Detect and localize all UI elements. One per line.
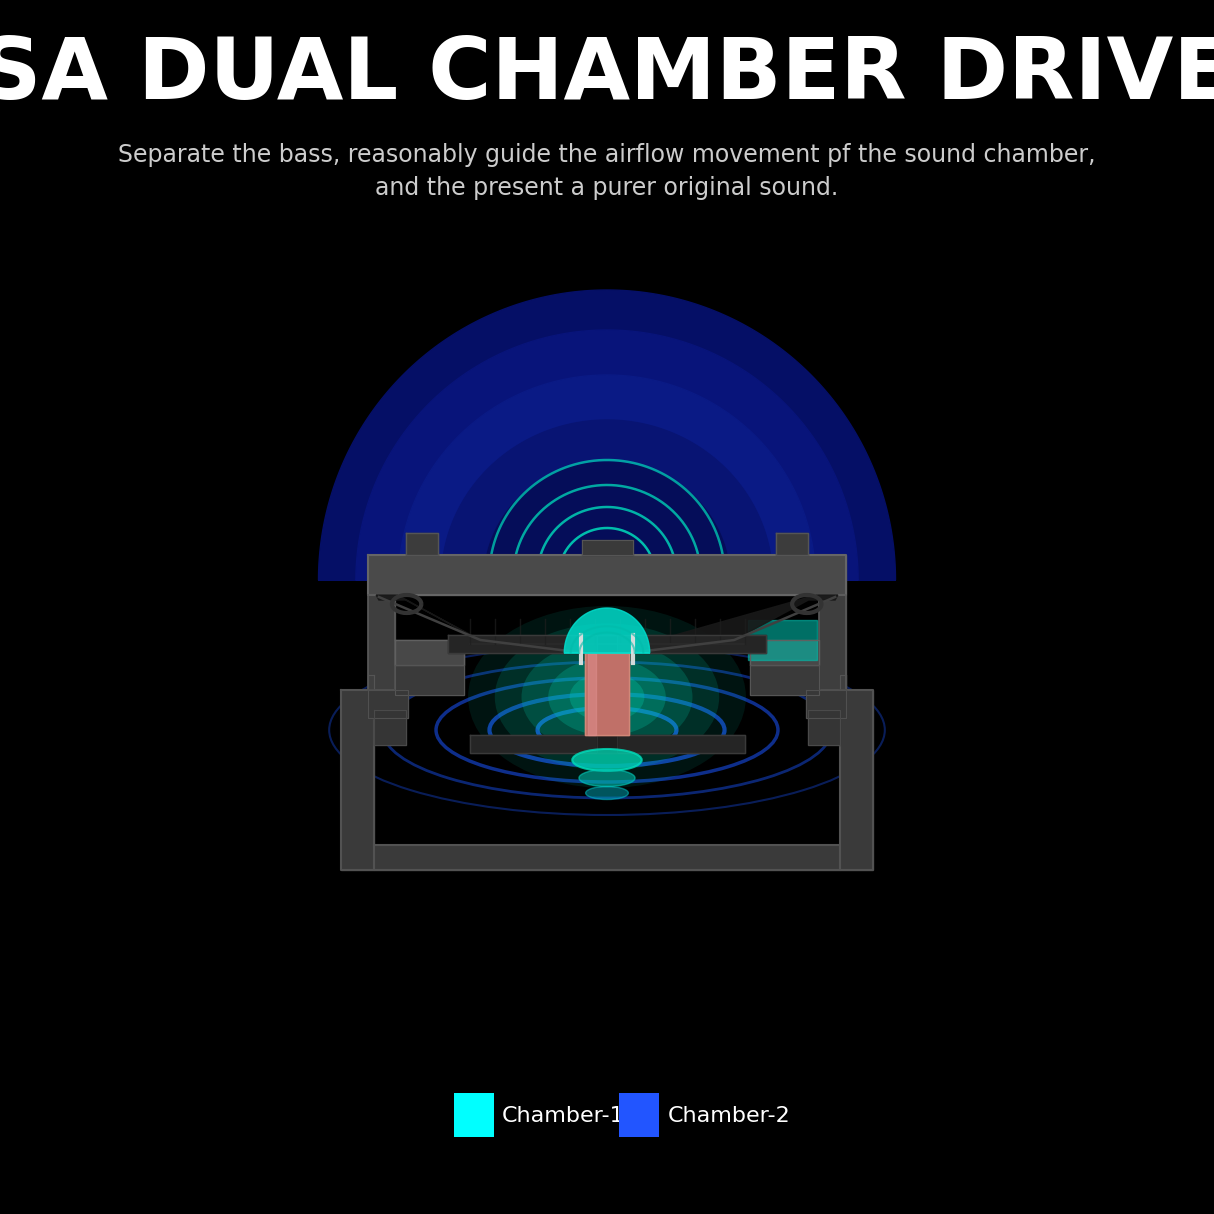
Polygon shape <box>398 375 816 580</box>
Polygon shape <box>368 595 395 690</box>
Polygon shape <box>777 533 809 555</box>
Ellipse shape <box>569 673 645 721</box>
Text: Chamber-1: Chamber-1 <box>501 1106 624 1127</box>
Ellipse shape <box>495 624 719 771</box>
Polygon shape <box>840 690 873 870</box>
Polygon shape <box>470 734 745 753</box>
Polygon shape <box>405 533 437 555</box>
Polygon shape <box>748 620 817 660</box>
Ellipse shape <box>469 606 745 788</box>
Polygon shape <box>591 555 623 575</box>
Polygon shape <box>750 665 819 694</box>
Polygon shape <box>629 595 838 653</box>
Polygon shape <box>597 635 617 753</box>
Polygon shape <box>750 640 819 665</box>
Polygon shape <box>356 330 858 580</box>
Ellipse shape <box>549 658 665 736</box>
Text: EKSA DUAL CHAMBER DRIVERS: EKSA DUAL CHAMBER DRIVERS <box>0 34 1214 117</box>
Polygon shape <box>368 690 408 717</box>
Polygon shape <box>809 710 840 745</box>
Polygon shape <box>376 595 585 653</box>
Ellipse shape <box>522 641 692 753</box>
Polygon shape <box>341 690 374 870</box>
Polygon shape <box>395 665 464 694</box>
Polygon shape <box>442 420 772 580</box>
Polygon shape <box>588 653 596 734</box>
Polygon shape <box>565 608 649 653</box>
FancyBboxPatch shape <box>454 1093 494 1138</box>
Polygon shape <box>374 845 840 870</box>
Polygon shape <box>368 675 374 690</box>
Text: Separate the bass, reasonably guide the airflow movement pf the sound chamber,: Separate the bass, reasonably guide the … <box>118 143 1096 168</box>
Polygon shape <box>582 540 632 555</box>
Polygon shape <box>395 640 464 665</box>
Ellipse shape <box>572 749 642 771</box>
Polygon shape <box>448 635 766 653</box>
Polygon shape <box>374 710 405 745</box>
Polygon shape <box>806 690 846 717</box>
Polygon shape <box>585 653 629 734</box>
Polygon shape <box>318 290 896 580</box>
Ellipse shape <box>585 787 629 800</box>
Text: Chamber-2: Chamber-2 <box>668 1106 790 1127</box>
Ellipse shape <box>579 770 635 787</box>
Text: and the present a purer original sound.: and the present a purer original sound. <box>375 176 839 200</box>
FancyBboxPatch shape <box>619 1093 659 1138</box>
Polygon shape <box>368 555 846 595</box>
Polygon shape <box>819 595 846 690</box>
Polygon shape <box>840 675 846 690</box>
Polygon shape <box>484 463 730 580</box>
